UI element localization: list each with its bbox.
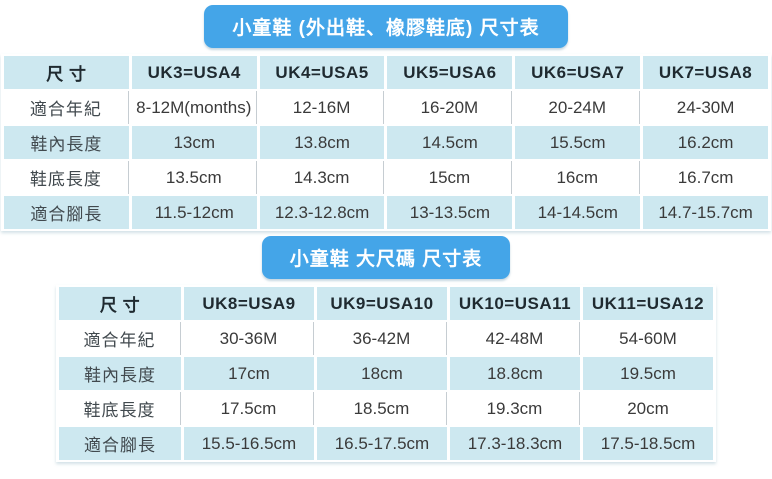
t1-row-label-inner-length: 鞋內長度 <box>4 126 129 159</box>
t2-row-label-sole-length: 鞋底長度 <box>59 392 181 425</box>
t2-cell: 19.5cm <box>582 357 713 390</box>
t2-cell: 17cm <box>183 357 314 390</box>
table-row: 鞋底長度 17.5cm 18.5cm 19.3cm 20cm <box>59 392 713 425</box>
t1-row-label-sole-length: 鞋底長度 <box>4 161 129 194</box>
t1-cell: 13.5cm <box>131 161 257 194</box>
t2-row-label-foot-length: 適合腳長 <box>59 427 181 460</box>
table1-title: 小童鞋 (外出鞋、橡膠鞋底) 尺寸表 <box>204 5 568 48</box>
t1-cell: 14.7-15.7cm <box>643 196 768 229</box>
t1-header-size: 尺 寸 <box>4 56 129 89</box>
t1-header-uk4: UK4=USA5 <box>259 56 385 89</box>
t1-cell: 14.5cm <box>387 126 513 159</box>
t2-row-label-age: 適合年紀 <box>59 322 181 355</box>
t2-header-uk8: UK8=USA9 <box>183 287 314 320</box>
table2-title: 小童鞋 大尺碼 尺寸表 <box>261 236 511 279</box>
t2-row-label-inner-length: 鞋內長度 <box>59 357 181 390</box>
table-row: 鞋內長度 13cm 13.8cm 14.5cm 15.5cm 16.2cm <box>4 126 768 159</box>
table-row: 適合年紀 8-12M(months) 12-16M 16-20M 20-24M … <box>4 91 768 124</box>
t1-cell: 12-16M <box>259 91 385 124</box>
t1-header-uk3: UK3=USA4 <box>131 56 257 89</box>
table-row: 適合腳長 11.5-12cm 12.3-12.8cm 13-13.5cm 14-… <box>4 196 768 229</box>
t1-cell: 16.7cm <box>643 161 768 194</box>
t2-header-uk11: UK11=USA12 <box>582 287 713 320</box>
size-table-outdoor-shoes: 尺 寸 UK3=USA4 UK4=USA5 UK5=USA6 UK6=USA7 … <box>1 54 771 231</box>
t2-cell: 16.5-17.5cm <box>316 427 447 460</box>
t2-cell: 19.3cm <box>449 392 580 425</box>
t1-cell: 14.3cm <box>259 161 385 194</box>
t1-header-uk6: UK6=USA7 <box>515 56 641 89</box>
t2-cell: 18.8cm <box>449 357 580 390</box>
t1-cell: 11.5-12cm <box>131 196 257 229</box>
t1-cell: 13cm <box>131 126 257 159</box>
t1-cell: 13-13.5cm <box>387 196 513 229</box>
t1-header-uk7: UK7=USA8 <box>643 56 768 89</box>
table-row: 尺 寸 UK3=USA4 UK4=USA5 UK5=USA6 UK6=USA7 … <box>4 56 768 89</box>
t1-cell: 16cm <box>515 161 641 194</box>
table-row: 適合年紀 30-36M 36-42M 42-48M 54-60M <box>59 322 713 355</box>
table-row: 鞋內長度 17cm 18cm 18.8cm 19.5cm <box>59 357 713 390</box>
table-row: 尺 寸 UK8=USA9 UK9=USA10 UK10=USA11 UK11=U… <box>59 287 713 320</box>
t1-cell: 24-30M <box>643 91 768 124</box>
t2-cell: 54-60M <box>582 322 713 355</box>
t2-cell: 17.5cm <box>183 392 314 425</box>
t2-cell: 30-36M <box>183 322 314 355</box>
size-table-large-sizes: 尺 寸 UK8=USA9 UK9=USA10 UK10=USA11 UK11=U… <box>56 285 716 462</box>
t2-cell: 17.3-18.3cm <box>449 427 580 460</box>
table-row: 鞋底長度 13.5cm 14.3cm 15cm 16cm 16.7cm <box>4 161 768 194</box>
table-row: 適合腳長 15.5-16.5cm 16.5-17.5cm 17.3-18.3cm… <box>59 427 713 460</box>
t2-cell: 42-48M <box>449 322 580 355</box>
t2-header-uk9: UK9=USA10 <box>316 287 447 320</box>
t1-header-uk5: UK5=USA6 <box>387 56 513 89</box>
t2-header-size: 尺 寸 <box>59 287 181 320</box>
t2-cell: 17.5-18.5cm <box>582 427 713 460</box>
t1-row-label-foot-length: 適合腳長 <box>4 196 129 229</box>
t2-cell: 36-42M <box>316 322 447 355</box>
t1-cell: 8-12M(months) <box>131 91 257 124</box>
t2-header-uk10: UK10=USA11 <box>449 287 580 320</box>
t2-cell: 18cm <box>316 357 447 390</box>
t1-row-label-age: 適合年紀 <box>4 91 129 124</box>
t2-cell: 20cm <box>582 392 713 425</box>
t2-cell: 18.5cm <box>316 392 447 425</box>
t1-cell: 13.8cm <box>259 126 385 159</box>
t1-cell: 20-24M <box>515 91 641 124</box>
t1-cell: 14-14.5cm <box>515 196 641 229</box>
t2-cell: 15.5-16.5cm <box>183 427 314 460</box>
t1-cell: 16-20M <box>387 91 513 124</box>
t1-cell: 15.5cm <box>515 126 641 159</box>
t1-cell: 16.2cm <box>643 126 768 159</box>
t1-cell: 15cm <box>387 161 513 194</box>
t1-cell: 12.3-12.8cm <box>259 196 385 229</box>
